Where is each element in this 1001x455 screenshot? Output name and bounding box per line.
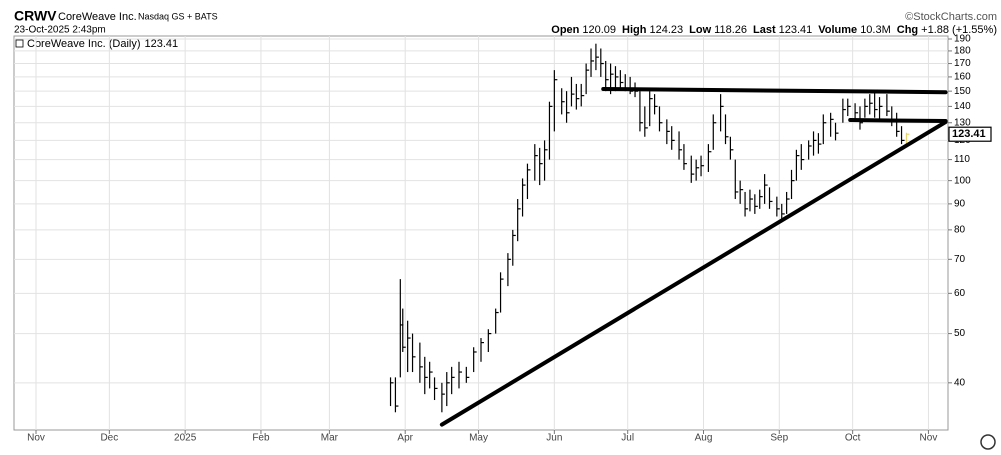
quote-row: Open 120.09 High 124.23 Low 118.26 Last 123.41 V… <box>551 24 997 36</box>
date: 23-Oct-2025 2:43pm <box>14 25 106 36</box>
quote-label: Volume <box>818 24 857 36</box>
zoom-icon[interactable] <box>980 434 996 450</box>
x-tick-label: Feb <box>252 433 270 444</box>
x-tick-label: Oct <box>845 433 861 444</box>
legend-value: 123.41 <box>145 38 179 50</box>
quote-label: Open <box>551 24 579 36</box>
y-tick-label: 60 <box>954 288 966 299</box>
x-tick-label: Mar <box>321 433 339 444</box>
y-tick-label: 130 <box>954 117 971 128</box>
x-tick-label: Nov <box>27 433 45 444</box>
company-name: CoreWeave Inc. <box>58 11 137 23</box>
y-tick-label: 110 <box>954 154 970 165</box>
trend-line <box>601 86 948 95</box>
quote-value: 120.09 <box>582 24 616 36</box>
x-tick-label: Jul <box>621 433 634 444</box>
y-tick-label: 150 <box>954 86 971 97</box>
quote-label: Low <box>689 24 711 36</box>
quote-value: 118.26 <box>714 24 747 36</box>
x-tick-label: Apr <box>397 433 413 444</box>
y-tick-label: 80 <box>954 225 966 236</box>
y-tick-label: 70 <box>954 254 966 265</box>
plot-frame <box>13 35 949 431</box>
trend-line <box>439 120 948 427</box>
x-tick-label: Sep <box>770 433 788 444</box>
x-tick-label: Dec <box>100 433 118 444</box>
exchange: Nasdaq GS + BATS <box>138 11 218 21</box>
quote-value: 124.23 <box>650 24 684 36</box>
quote-label: Chg <box>897 24 918 36</box>
quote-label: Last <box>753 24 776 36</box>
x-tick-label: May <box>469 433 488 444</box>
source: ©StockCharts.com <box>905 11 997 23</box>
y-tick-label: 90 <box>954 199 966 210</box>
quote-value: 123.41 <box>779 24 813 36</box>
y-tick-label: 180 <box>954 46 971 57</box>
legend-text: CoreWeave Inc. (Daily) <box>27 38 141 50</box>
y-tick-label: 160 <box>954 72 971 83</box>
y-tick-label: 170 <box>954 58 971 69</box>
y-tick-label: 50 <box>954 328 966 339</box>
legend-swatch <box>15 39 24 48</box>
y-tick-label: 140 <box>954 101 971 112</box>
symbol: CRWV <box>14 8 57 24</box>
price-tag-label: 123.41 <box>952 128 986 140</box>
price-tag <box>948 126 992 142</box>
x-tick-label: Jun <box>546 433 562 444</box>
x-tick-label: Nov <box>920 433 938 444</box>
x-tick-label: Aug <box>695 433 713 444</box>
y-tick-label: 100 <box>954 175 971 186</box>
quote-label: High <box>622 24 647 36</box>
y-tick-label: 190 <box>954 34 971 45</box>
quote-value: 10.3M <box>860 24 891 36</box>
quote-value: +1.88 (+1.55%) <box>921 24 997 36</box>
x-tick-label: 2025 <box>174 433 197 444</box>
y-tick-label: 40 <box>954 377 966 388</box>
trend-line <box>848 118 948 124</box>
